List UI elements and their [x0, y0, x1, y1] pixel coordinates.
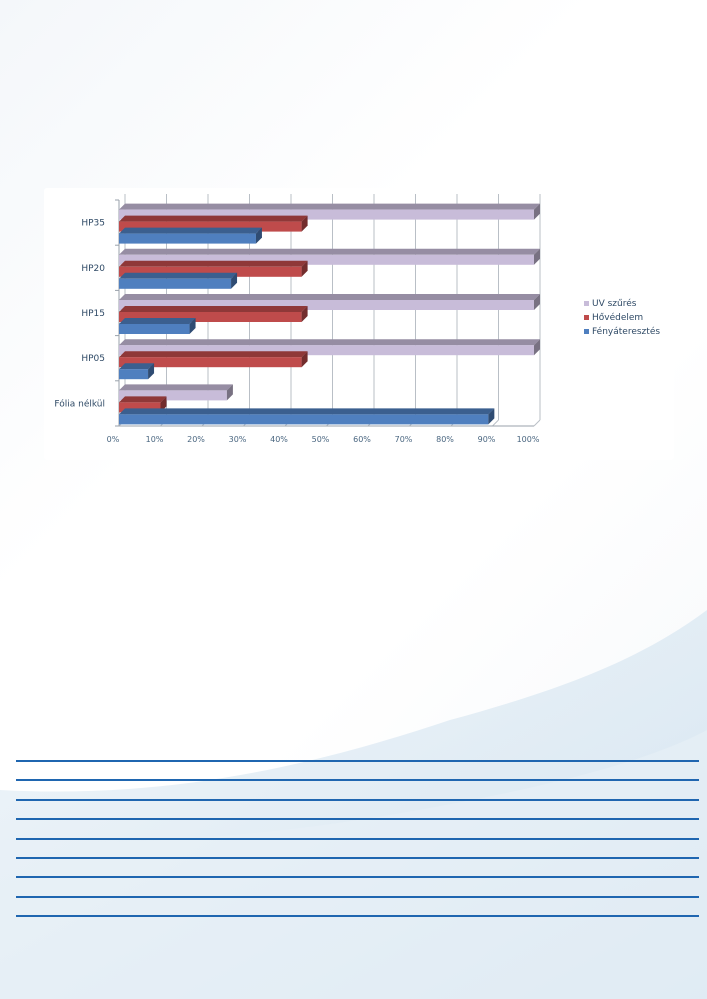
legend-label: Fényáteresztés	[592, 326, 660, 337]
x-tick-label: 100%	[517, 435, 540, 444]
bar	[119, 306, 308, 322]
bar	[119, 384, 233, 401]
category-label: HP20	[81, 264, 105, 274]
blank-line	[16, 876, 699, 879]
bar	[119, 318, 196, 334]
blank-line	[16, 857, 699, 859]
blank-line	[16, 837, 699, 840]
bar	[119, 294, 540, 310]
legend-swatch	[584, 329, 589, 334]
legend-swatch	[584, 301, 589, 306]
bar	[119, 215, 308, 232]
bar	[119, 260, 308, 277]
blank-line	[16, 779, 699, 782]
category-label: HP35	[81, 219, 105, 229]
bar	[119, 227, 262, 244]
category-label: HP05	[81, 354, 105, 364]
bar	[119, 339, 540, 356]
blank-line	[16, 818, 699, 821]
x-tick-label: 20%	[187, 435, 205, 444]
blank-line	[16, 798, 699, 801]
bar	[119, 363, 155, 380]
floor-gridline	[492, 419, 499, 427]
legend-swatch	[584, 315, 589, 320]
category-label: Fólia nélkül	[54, 398, 105, 409]
x-tick-label: 0%	[107, 435, 120, 444]
bar-chart: HP35 HP20 HP15 HP05 Fólia nélkül 0% 10% 20% 30%…	[54, 194, 660, 444]
x-tick-label: 10%	[146, 435, 164, 444]
chart-panel: HP35 HP20 HP15 HP05 Fólia nélkül 0% 10% 20% 30%…	[44, 188, 674, 460]
category-labels: HP35 HP20 HP15 HP05 Fólia nélkül	[54, 219, 105, 410]
x-tick-label: 80%	[436, 435, 454, 444]
x-tick-label: 60%	[353, 435, 371, 444]
bar	[119, 203, 540, 220]
bar	[119, 408, 495, 425]
blank-line	[16, 895, 699, 898]
floor-gridline	[533, 419, 541, 427]
category-label: HP15	[81, 309, 105, 319]
x-tick-label: 30%	[229, 435, 247, 444]
x-tick-label: 90%	[478, 435, 496, 444]
blank-line	[16, 760, 699, 762]
bar	[119, 248, 540, 265]
legend-label: UV szűrés	[592, 298, 637, 309]
x-tick-label: 50%	[312, 435, 330, 444]
blank-line	[16, 915, 699, 918]
bar	[119, 351, 308, 368]
chart-legend: UV szűrés Hővédelem Fényáteresztés	[584, 298, 660, 337]
bar	[119, 272, 238, 289]
x-axis-tick-labels: 0% 10% 20% 30% 40% 50% 60% 70% 80% 90% 100%	[107, 435, 540, 444]
x-tick-label: 40%	[270, 435, 288, 444]
legend-label: Hővédelem	[592, 312, 643, 323]
x-tick-label: 70%	[395, 435, 413, 444]
chart-bars	[119, 203, 540, 425]
